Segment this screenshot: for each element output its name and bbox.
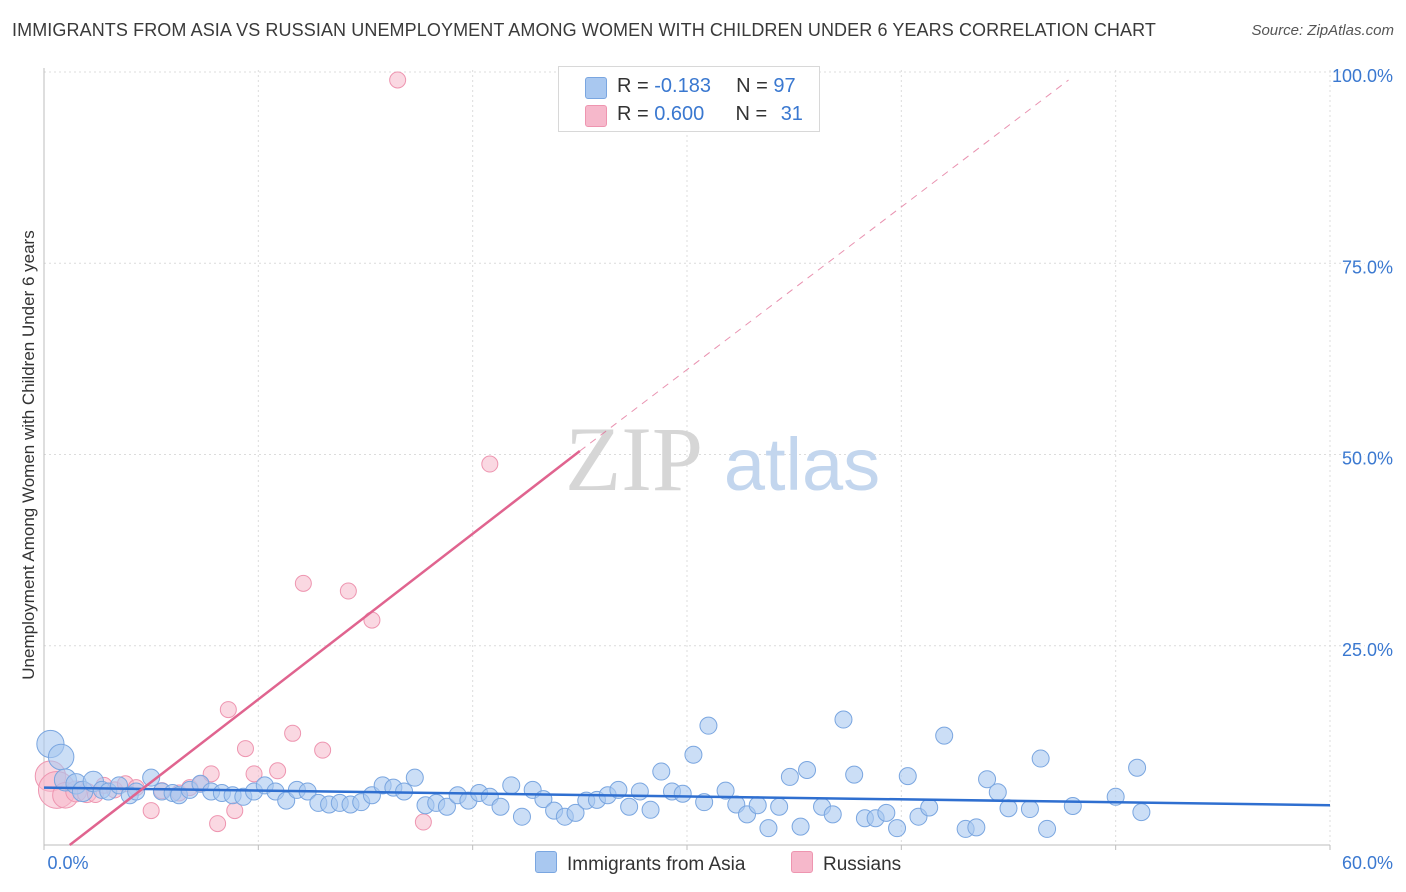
y-tick-label: 75.0% — [1342, 257, 1393, 277]
watermark-atlas: atlas — [724, 423, 880, 506]
russians-points — [34, 71, 499, 833]
asia-point — [491, 797, 510, 816]
chart-title: IMMIGRANTS FROM ASIA VS RUSSIAN UNEMPLOY… — [12, 20, 1157, 40]
russians-point — [339, 582, 357, 600]
axes — [43, 68, 1331, 850]
asia-point — [47, 743, 75, 771]
russians-point — [269, 762, 287, 780]
legend-asia-n-value: 97 — [773, 75, 796, 97]
asia-point — [780, 767, 799, 786]
asia-point — [1031, 749, 1050, 768]
legend-russians-r-label: R = — [617, 103, 655, 125]
x-tick-label-max: 60.0% — [1342, 853, 1393, 873]
legend-russians-n-label: N = — [735, 103, 773, 125]
russians-point — [209, 815, 227, 833]
asia-point — [437, 797, 456, 816]
asia-point — [641, 800, 660, 819]
trend-lines — [43, 79, 1331, 846]
asia-point — [512, 807, 531, 826]
russians-point — [284, 724, 302, 742]
legend-swatch-asia — [585, 77, 607, 99]
asia-point — [652, 762, 671, 781]
legend-swatch-russians — [585, 105, 607, 127]
asia-point — [967, 818, 986, 837]
asia-point — [630, 782, 649, 801]
asia-point — [684, 745, 703, 764]
russians-trend-line — [68, 450, 581, 846]
asia-point — [988, 783, 1007, 802]
asia-point — [845, 765, 864, 784]
asia-point — [834, 710, 853, 729]
asia-point — [759, 819, 778, 838]
asia-point — [770, 797, 789, 816]
russians-point — [389, 71, 407, 89]
source-label: Source: ZipAtlas.com — [1251, 22, 1394, 39]
russians-point — [414, 813, 432, 831]
tick-labels: 25.0% 50.0% 75.0% 100.0% 0.0% 60.0% — [47, 66, 1393, 873]
grid-lines — [44, 70, 1365, 845]
asia-point — [609, 780, 628, 799]
asia-point — [748, 796, 767, 815]
x-tick-label-min: 0.0% — [47, 853, 88, 873]
watermark: ZIP atlas — [565, 408, 880, 510]
y-tick-label: 25.0% — [1342, 640, 1393, 660]
asia-point — [898, 767, 917, 786]
asia-point — [502, 776, 521, 795]
asia-point — [1128, 758, 1147, 777]
y-axis-label: Unemployment Among Women with Children U… — [19, 230, 38, 680]
asia-point — [798, 761, 817, 780]
asia-point — [935, 726, 954, 745]
legend-asia-n-label: N = — [736, 75, 774, 97]
russians-point — [142, 802, 160, 820]
asia-point — [1063, 796, 1082, 815]
asia-point — [1038, 819, 1057, 838]
bottom-legend-swatch-asia — [535, 851, 557, 873]
asia-points — [36, 710, 1151, 838]
asia-point — [699, 716, 718, 735]
russians-point — [236, 740, 254, 758]
bottom-legend-russians: Russians — [791, 851, 901, 876]
legend-russians-r-value: 0.600 — [654, 103, 705, 125]
russians-point — [219, 701, 237, 719]
russians-point — [314, 741, 332, 759]
watermark-zip: ZIP — [565, 408, 703, 510]
bottom-legend-asia-label: Immigrants from Asia — [567, 854, 746, 875]
russians-point — [294, 574, 312, 592]
russians-point — [481, 455, 499, 473]
asia-point — [142, 768, 161, 787]
russians-trend-extension — [579, 79, 1069, 452]
y-tick-label: 100.0% — [1332, 66, 1393, 86]
y-tick-label: 50.0% — [1342, 449, 1393, 469]
asia-trend-line — [43, 786, 1331, 807]
asia-point — [566, 803, 585, 822]
legend: R = -0.183 N = 97 R = 0.600 N = 31 — [558, 66, 820, 132]
asia-point — [823, 805, 842, 824]
legend-russians-n-value: 31 — [780, 103, 803, 125]
bottom-legend-russians-label: Russians — [823, 854, 902, 875]
asia-point — [716, 781, 735, 800]
russians-point — [245, 765, 263, 783]
asia-point — [1020, 800, 1039, 819]
legend-asia-r-value: -0.183 — [654, 75, 711, 97]
asia-point — [1132, 803, 1151, 822]
asia-point — [877, 803, 896, 822]
asia-point — [791, 817, 810, 836]
asia-point — [999, 799, 1018, 818]
asia-point — [673, 784, 692, 803]
bottom-legend-swatch-russians — [791, 851, 813, 873]
legend-asia-r-label: R = — [617, 75, 655, 97]
asia-point — [620, 797, 639, 816]
asia-point — [920, 798, 939, 817]
asia-point — [405, 768, 424, 787]
bottom-legend-asia: Immigrants from Asia — [535, 851, 745, 876]
asia-point — [888, 819, 907, 838]
asia-point — [978, 770, 997, 789]
